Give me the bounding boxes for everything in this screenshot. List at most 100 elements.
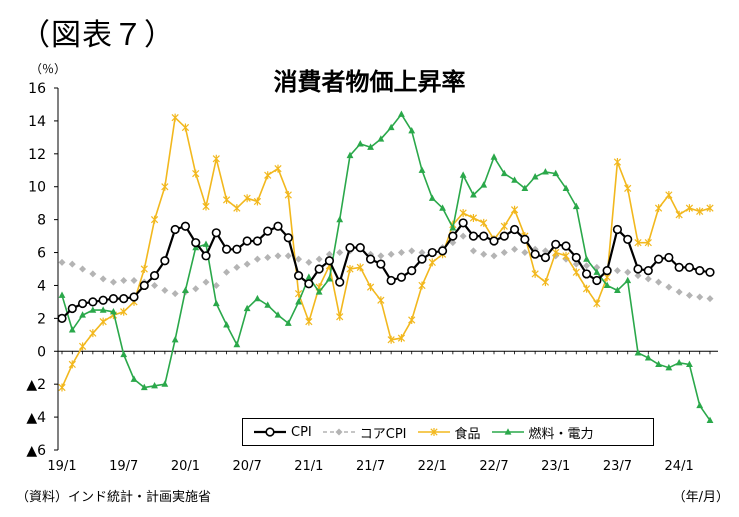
series-3-point bbox=[233, 340, 241, 348]
series-1-point bbox=[583, 262, 591, 270]
x-tick-label: 22/7 bbox=[479, 459, 508, 474]
series-0-point bbox=[108, 294, 119, 304]
series-3-point bbox=[439, 204, 446, 211]
legend-point bbox=[504, 428, 511, 435]
y-tick-label: 12 bbox=[28, 147, 46, 163]
series-3-point bbox=[110, 307, 117, 315]
series-0-point bbox=[129, 292, 139, 302]
series-2-point bbox=[685, 204, 694, 213]
series-1-point bbox=[490, 252, 498, 260]
y-axis-unit: （％） bbox=[30, 62, 67, 76]
series-1-point bbox=[480, 250, 488, 258]
series-1-point bbox=[212, 281, 220, 289]
series-0-point bbox=[427, 247, 437, 258]
series-3-point bbox=[212, 299, 220, 307]
series-0-point bbox=[530, 249, 540, 259]
series-1-point bbox=[408, 247, 416, 255]
series-3-point bbox=[305, 273, 313, 280]
series-3-point bbox=[593, 268, 601, 275]
series-3-point bbox=[552, 169, 560, 177]
series-3-point bbox=[603, 281, 611, 289]
series-2-point bbox=[243, 194, 251, 203]
series-1-point bbox=[469, 247, 477, 255]
series-2-point bbox=[58, 383, 66, 392]
series-2-point bbox=[222, 195, 231, 204]
series-2-point bbox=[274, 164, 282, 173]
series-0-point bbox=[499, 231, 509, 241]
x-tick-label: 23/1 bbox=[541, 459, 570, 474]
series-0-point bbox=[376, 259, 386, 269]
series-3-point bbox=[614, 286, 621, 293]
series-2-point bbox=[706, 204, 714, 213]
series-1-point bbox=[233, 263, 241, 271]
series-2-point bbox=[675, 210, 683, 219]
series-3-point bbox=[624, 276, 632, 284]
series-3-point bbox=[89, 306, 97, 313]
series-2-point bbox=[212, 154, 220, 163]
series-1-point bbox=[243, 260, 251, 268]
legend-swatch bbox=[491, 428, 524, 435]
legend-item: コアCPI bbox=[322, 423, 407, 442]
x-tick-label: 24/1 bbox=[665, 459, 694, 474]
series-3-point bbox=[315, 288, 323, 295]
series-3-point bbox=[377, 135, 385, 142]
legend-swatch bbox=[417, 428, 450, 436]
series-0-point bbox=[293, 270, 304, 281]
series-3-point bbox=[706, 416, 714, 423]
y-tick-label: 4 bbox=[37, 278, 46, 294]
series-1-point bbox=[192, 285, 200, 293]
series-0-point bbox=[221, 244, 232, 254]
y-tick-label: 6 bbox=[37, 246, 46, 262]
series-1-point bbox=[665, 283, 673, 291]
series-3-point bbox=[130, 375, 138, 382]
series-3-point bbox=[542, 168, 549, 175]
series-0-point bbox=[201, 251, 211, 261]
series-2-point bbox=[150, 215, 159, 224]
series-2-point bbox=[541, 278, 550, 287]
series-3-point bbox=[408, 126, 416, 134]
series-2-point bbox=[356, 263, 364, 272]
series-0-point bbox=[191, 238, 201, 248]
series-2-point bbox=[418, 281, 426, 290]
series-1-point bbox=[223, 268, 231, 276]
series-3-point bbox=[583, 255, 590, 262]
series-line bbox=[61, 112, 711, 421]
series-1-point bbox=[120, 277, 128, 285]
series-0-point bbox=[571, 252, 581, 263]
series-0-point bbox=[345, 243, 355, 253]
series-2 bbox=[58, 113, 714, 392]
series-2-point bbox=[377, 296, 385, 305]
series-1-point bbox=[418, 249, 426, 257]
series-0-point bbox=[396, 272, 407, 282]
series-2-point bbox=[305, 317, 313, 326]
legend-label: 食品 bbox=[454, 426, 481, 442]
series-1-point bbox=[305, 258, 313, 266]
x-tick-label: 21/1 bbox=[294, 459, 323, 474]
series-0-point bbox=[98, 295, 108, 305]
series-1-point bbox=[274, 252, 282, 260]
series-2-point bbox=[562, 251, 570, 260]
series-0-point bbox=[602, 266, 612, 276]
series-1-point bbox=[377, 252, 385, 260]
series-0-point bbox=[160, 256, 170, 266]
legend-item: 食品 bbox=[417, 423, 481, 442]
series-1-point bbox=[624, 268, 632, 276]
series-0-point bbox=[355, 243, 365, 253]
chart-axes: 16 14 12 10 8 6 4 2 0 ▲2 ▲4 ▲619/1 19/7 20/1 20/7 21/1 2… bbox=[26, 81, 718, 474]
legend-point bbox=[335, 428, 343, 436]
series-0-point bbox=[705, 267, 715, 277]
series-0-point bbox=[551, 239, 561, 249]
series-1-point bbox=[634, 272, 642, 280]
series-3-point bbox=[202, 240, 210, 247]
series-3-point bbox=[336, 215, 344, 223]
series-3-point bbox=[223, 321, 230, 328]
series-1-point bbox=[367, 250, 375, 258]
series-2-point bbox=[78, 342, 87, 351]
series-layer bbox=[57, 110, 715, 423]
series-0-point bbox=[520, 234, 530, 244]
series-0-point bbox=[674, 262, 684, 272]
series-0-point bbox=[653, 254, 664, 264]
series-1-point bbox=[521, 249, 529, 257]
series-1-point bbox=[541, 247, 549, 255]
series-0-point bbox=[170, 224, 180, 235]
